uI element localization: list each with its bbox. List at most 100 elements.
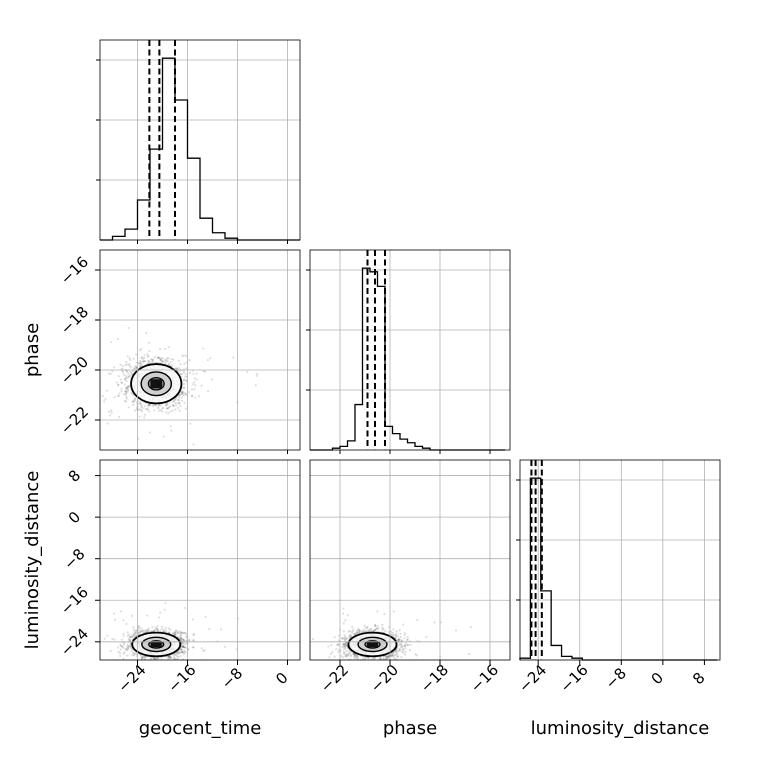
sample-point <box>159 348 162 351</box>
sample-point <box>177 631 180 634</box>
sample-point <box>181 651 185 654</box>
sample-point <box>167 631 171 634</box>
sample-point <box>342 645 345 648</box>
sample-point <box>182 386 185 389</box>
sample-point <box>133 409 137 412</box>
sample-point <box>177 651 180 654</box>
sample-point <box>116 646 120 649</box>
sample-point <box>395 649 398 652</box>
sample-point <box>161 625 164 628</box>
sample-point <box>124 374 128 378</box>
sample-point <box>152 656 155 660</box>
sample-point <box>159 404 163 407</box>
sample-point <box>156 625 159 628</box>
sample-point <box>380 657 383 660</box>
sample-point <box>129 638 132 641</box>
x-axis-label-luminosity_distance: luminosity_distance <box>531 718 710 739</box>
sample-point <box>117 394 120 397</box>
sample-point <box>178 651 181 654</box>
panel-frame <box>519 459 721 661</box>
sample-point <box>392 651 395 654</box>
sample-point <box>183 387 186 390</box>
sample-point <box>193 388 196 391</box>
x-tick-label-phase: −16 <box>467 661 502 696</box>
sample-point <box>126 648 129 651</box>
sample-point <box>132 394 135 397</box>
sample-point <box>374 624 377 627</box>
sample-point <box>191 394 194 397</box>
sample-point <box>121 364 124 368</box>
sample-point <box>395 630 398 633</box>
sample-point <box>164 358 167 361</box>
sample-point <box>164 360 167 363</box>
sample-point <box>123 650 126 654</box>
sample-point <box>341 637 344 640</box>
sample-point <box>181 645 185 648</box>
sample-point <box>165 407 169 410</box>
y-tick-label-phase: −16 <box>57 253 92 288</box>
sample-point <box>161 406 164 410</box>
sample-point <box>159 358 162 361</box>
sample-point <box>403 632 407 635</box>
sample-point <box>119 644 122 647</box>
x-tick-label-luminosity_distance: −8 <box>602 664 630 692</box>
sample-point <box>180 372 183 376</box>
sample-point <box>132 400 135 403</box>
x-tick-label-geocent_time: −16 <box>164 661 199 696</box>
sample-point <box>177 655 180 658</box>
sample-point <box>206 359 209 362</box>
sample-point <box>343 637 346 640</box>
sample-point <box>370 658 373 660</box>
sample-point <box>402 651 405 654</box>
sample-point <box>372 657 375 660</box>
sample-point <box>433 621 436 624</box>
sample-point <box>153 657 156 660</box>
sample-point <box>354 654 357 657</box>
sample-point <box>153 403 156 407</box>
sample-point <box>159 358 162 361</box>
sample-point <box>350 631 353 634</box>
sample-point <box>113 366 116 369</box>
sample-point <box>386 656 389 659</box>
sample-point <box>181 642 184 645</box>
sample-point <box>130 372 133 375</box>
sample-point <box>169 656 172 660</box>
sample-point <box>178 409 181 412</box>
sample-point <box>352 632 355 635</box>
sample-point <box>167 655 170 658</box>
sample-point <box>142 655 145 658</box>
sample-point <box>178 393 181 397</box>
sample-point <box>366 667 368 669</box>
sample-point <box>342 637 345 640</box>
sample-point <box>131 654 134 657</box>
sample-point <box>182 646 185 649</box>
sample-point <box>353 656 356 660</box>
sample-point <box>344 644 347 647</box>
sample-point <box>122 619 125 622</box>
sample-point <box>344 643 347 646</box>
sample-point <box>112 695 114 697</box>
sample-point <box>182 643 185 646</box>
sample-point <box>177 630 180 633</box>
sample-point <box>124 393 127 396</box>
sample-point <box>174 397 178 400</box>
sample-point <box>183 378 186 381</box>
sample-point <box>185 393 188 396</box>
sample-point <box>178 393 182 396</box>
sample-point <box>469 626 472 629</box>
sample-point <box>400 656 403 659</box>
sample-point <box>406 643 410 647</box>
sample-point <box>124 390 127 393</box>
sample-point <box>125 648 128 652</box>
sample-point <box>401 644 404 647</box>
sample-point <box>141 407 144 410</box>
x-axis-label-phase: phase <box>383 718 437 739</box>
sample-point <box>120 638 123 641</box>
panel-frame <box>99 39 301 241</box>
sample-point <box>147 403 150 407</box>
sample-point <box>387 630 390 633</box>
sample-point <box>392 634 395 637</box>
sample-point <box>362 630 365 633</box>
sample-point <box>189 422 192 425</box>
sample-point <box>382 627 385 630</box>
